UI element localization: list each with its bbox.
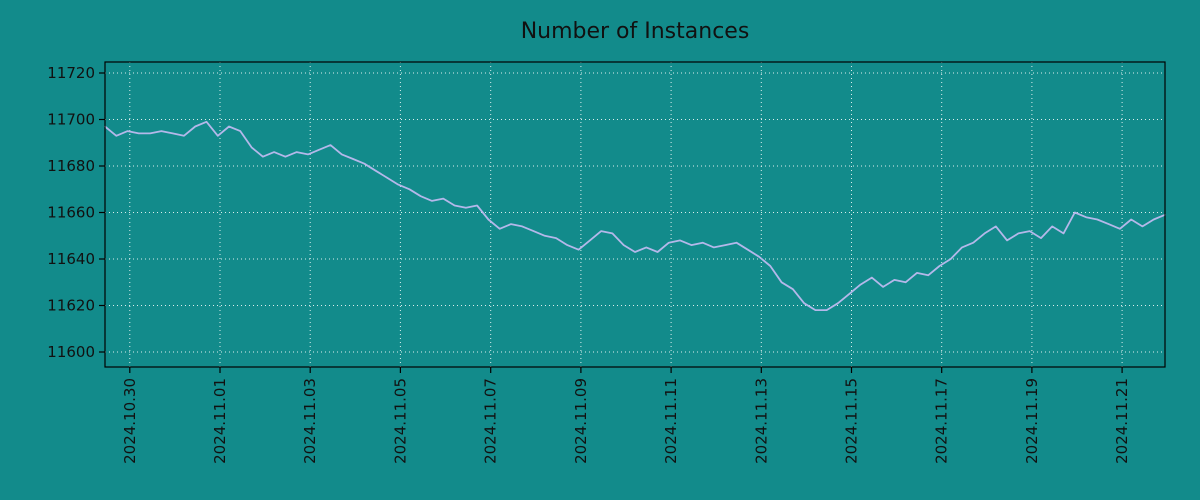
- x-tick-label: 2024.11.17: [933, 378, 951, 464]
- x-axis-tick-labels: 2024.10.30 2024.11.01 2024.11.03 2024.11.05…: [121, 378, 1131, 464]
- data-line: [104, 120, 1166, 312]
- x-tick-label: 2024.11.07: [482, 378, 500, 464]
- x-tick-label: 2024.11.19: [1023, 378, 1041, 464]
- x-tick-label: 2024.11.09: [572, 378, 590, 464]
- x-tick-label: 2024.11.21: [1113, 378, 1131, 464]
- plot-border: [104, 61, 1166, 368]
- x-tick-label: 2024.11.15: [843, 378, 861, 464]
- x-tick-label: 2024.11.11: [662, 378, 680, 464]
- x-tick-label: 2024.11.03: [301, 378, 319, 464]
- chart-title: Number of Instances: [521, 19, 750, 44]
- y-tick-label: 11700: [47, 111, 95, 129]
- grid: [105, 62, 1165, 367]
- x-tick-label: 2024.11.01: [211, 378, 229, 464]
- series-line-instances: [104, 120, 1166, 312]
- y-tick-label: 11640: [47, 250, 95, 268]
- x-tick-label: 2024.11.05: [391, 378, 409, 464]
- y-tick-label: 11620: [47, 297, 95, 315]
- y-tick-label: 11600: [47, 343, 95, 361]
- x-tick-label: 2024.11.13: [752, 378, 770, 464]
- y-tick-label: 11660: [47, 204, 95, 222]
- x-tick-label: 2024.10.30: [121, 378, 139, 464]
- y-tick-label: 11720: [47, 64, 95, 82]
- y-axis-tick-labels: 11600 11620 11640 11660 11680 11700 11720: [47, 64, 95, 361]
- axis-tick-marks: [99, 72, 1123, 373]
- y-tick-label: 11680: [47, 157, 95, 175]
